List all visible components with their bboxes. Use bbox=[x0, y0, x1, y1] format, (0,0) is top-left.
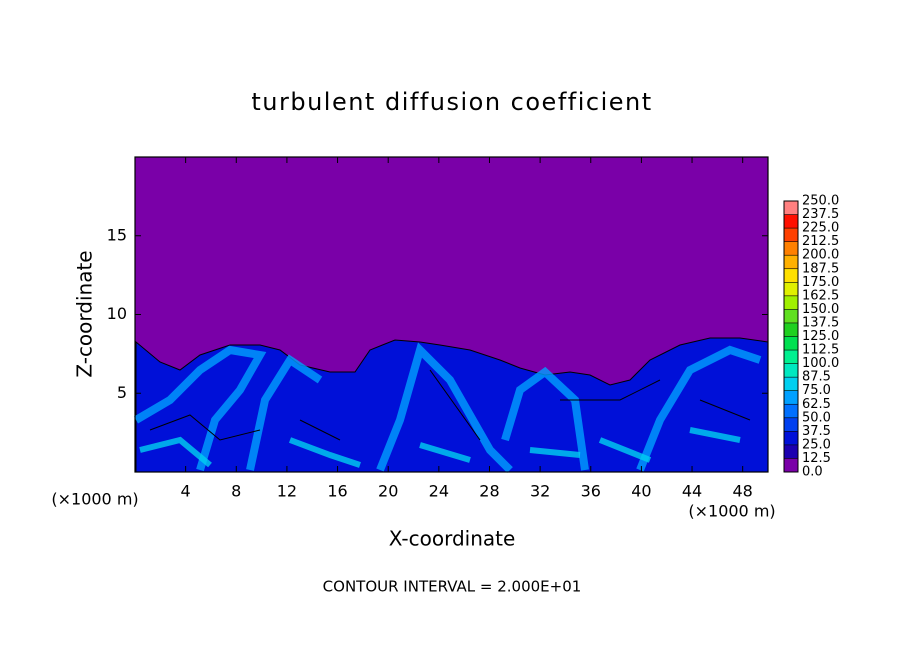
colorbar-label: 150.0 bbox=[802, 302, 839, 317]
colorbar-band bbox=[784, 390, 798, 405]
x-tick-label: 12 bbox=[277, 482, 297, 501]
field bbox=[133, 157, 769, 473]
colorbar-band bbox=[784, 268, 798, 283]
colorbar-label: 250.0 bbox=[802, 194, 839, 209]
colorbar-band bbox=[784, 201, 798, 215]
streak bbox=[139, 427, 741, 468]
x-axis-label: X-coordinate bbox=[389, 527, 516, 551]
contour-line bbox=[149, 369, 751, 441]
colorbar-band bbox=[784, 228, 798, 242]
x-tick-label: 36 bbox=[581, 482, 601, 501]
colorbar-label: 175.0 bbox=[802, 275, 839, 290]
colorbar-label: 125.0 bbox=[802, 329, 839, 344]
x-tick-label: 8 bbox=[231, 482, 241, 501]
colorbar-band bbox=[784, 444, 798, 459]
colorbar-label: 200.0 bbox=[802, 248, 839, 263]
colorbar-band bbox=[784, 295, 798, 310]
colorbar-band bbox=[784, 336, 798, 351]
colorbar-label: 87.5 bbox=[802, 370, 831, 385]
chart-title: turbulent diffusion coefficient bbox=[251, 88, 652, 116]
colorbar-band bbox=[784, 417, 798, 432]
colorbar-band bbox=[784, 322, 798, 337]
x-tick-label: 44 bbox=[682, 482, 702, 501]
colorbar-band bbox=[784, 350, 798, 364]
colorbar-band bbox=[784, 309, 798, 323]
colorbar-label: 37.5 bbox=[802, 424, 831, 439]
colorbar-label: 0.0 bbox=[802, 465, 823, 480]
colorbar-band bbox=[784, 282, 798, 296]
colorbar-label: 100.0 bbox=[802, 356, 839, 371]
colorbar-label: 75.0 bbox=[802, 383, 831, 398]
colorbar-label: 187.5 bbox=[802, 261, 839, 276]
x-tick-label: 4 bbox=[181, 482, 191, 501]
colorbar-band bbox=[784, 255, 798, 269]
colorbar-band bbox=[784, 377, 798, 391]
colorbar-label: 237.5 bbox=[802, 207, 839, 222]
y-unit-label: (×1000 m) bbox=[51, 490, 138, 509]
x-tick-label: 32 bbox=[530, 482, 550, 501]
streak bbox=[133, 342, 762, 473]
x-tick-label: 28 bbox=[479, 482, 499, 501]
x-unit-label: (×1000 m) bbox=[688, 502, 775, 521]
colorbar-label: 62.5 bbox=[802, 397, 831, 412]
x-tick-label: 20 bbox=[378, 482, 398, 501]
y-tick-label: 10 bbox=[107, 304, 127, 323]
x-tick-label: 24 bbox=[429, 482, 449, 501]
x-tick-label: 48 bbox=[733, 482, 753, 501]
colorbar-label: 12.5 bbox=[802, 451, 831, 466]
colorbar-label: 112.5 bbox=[802, 343, 839, 358]
colorbar-band bbox=[784, 404, 798, 418]
colorbar-band bbox=[784, 214, 798, 229]
colorbar-label: 212.5 bbox=[802, 234, 839, 249]
contour-note: CONTOUR INTERVAL = 2.000E+01 bbox=[323, 578, 582, 596]
colorbar-label: 50.0 bbox=[802, 410, 831, 425]
y-axis-label: Z-coordinate bbox=[73, 250, 97, 377]
colorbar-band bbox=[784, 458, 798, 472]
colorbar-band bbox=[784, 241, 798, 256]
y-tick-label: 15 bbox=[107, 225, 127, 244]
colorbar-label: 162.5 bbox=[802, 288, 839, 303]
colorbar-label: 25.0 bbox=[802, 437, 831, 452]
colorbar-label: 225.0 bbox=[802, 221, 839, 236]
x-tick-label: 40 bbox=[631, 482, 651, 501]
x-tick-label: 16 bbox=[327, 482, 347, 501]
y-tick-label: 5 bbox=[117, 383, 127, 402]
colorbar-band bbox=[784, 431, 798, 445]
colorbar-label: 137.5 bbox=[802, 315, 839, 330]
colorbar-band bbox=[784, 363, 798, 378]
